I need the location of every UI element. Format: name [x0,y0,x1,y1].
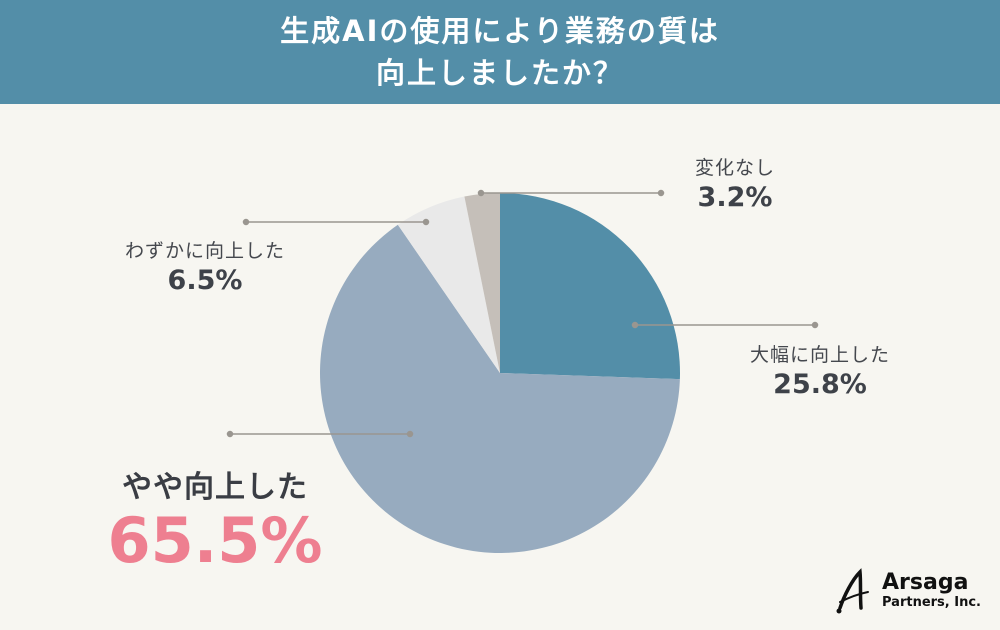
label-name: わずかに向上した [124,240,285,262]
label-percent: 6.5% [167,265,243,296]
label-percent: 65.5% [107,504,323,577]
label-slightly-improved: わずかに向上した 6.5% [100,236,310,296]
logo-name: Arsaga [882,570,969,595]
slice-no-change [464,193,500,373]
label-name: 大幅に向上した [749,344,890,366]
label-name: 変化なし [694,157,775,179]
label-greatly-improved: 大幅に向上した 25.8% [720,340,920,400]
label-name: やや向上した [122,470,308,505]
label-somewhat-improved: やや向上した 65.5% [100,462,330,574]
label-no-change: 変化なし 3.2% [665,153,805,213]
chart-title-banner: 生成AIの使用により業務の質は 向上しましたか？ [0,0,1000,104]
pie-slices [319,193,680,553]
slice-somewhat-improved [319,224,680,553]
chart-title-line-1: 生成AIの使用により業務の質は [280,14,720,48]
company-logo: Arsaga Partners, Inc. [834,568,981,614]
chart-title-line-2: 向上しましたか？ [375,56,624,90]
slice-greatly-improved [500,193,680,380]
label-percent: 3.2% [697,182,773,213]
arsaga-logo-icon [836,568,869,614]
label-percent: 25.8% [773,369,867,400]
leader-lines [226,189,819,438]
slice-slightly-improved [397,196,500,373]
logo-subtitle: Partners, Inc. [882,595,981,610]
